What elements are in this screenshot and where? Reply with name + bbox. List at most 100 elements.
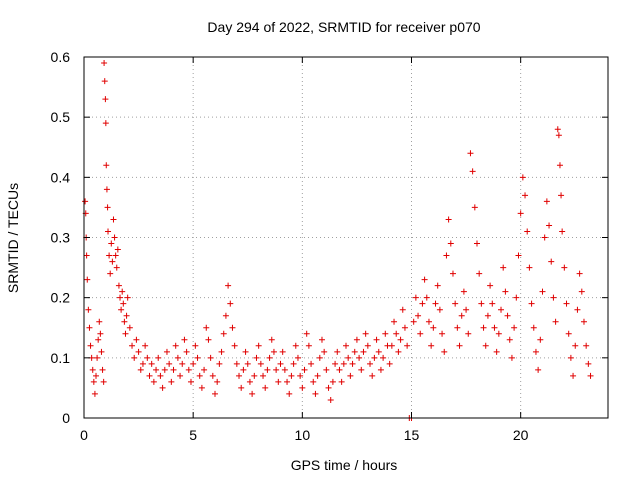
data-point — [395, 348, 402, 355]
data-point — [371, 354, 378, 361]
data-point — [471, 204, 478, 211]
data-point — [222, 312, 229, 319]
y-tick-label: 0.2 — [51, 290, 71, 306]
data-point — [555, 132, 562, 139]
data-point — [528, 300, 535, 307]
data-point — [93, 372, 100, 379]
data-point — [242, 348, 249, 355]
data-point — [260, 372, 267, 379]
data-point — [190, 360, 197, 367]
data-point — [439, 330, 446, 337]
data-point — [587, 372, 594, 379]
data-point — [495, 330, 502, 337]
data-point — [91, 390, 98, 397]
data-point — [238, 384, 245, 391]
data-point — [131, 354, 138, 361]
data-point — [498, 306, 505, 313]
data-point — [123, 312, 130, 319]
data-point — [201, 366, 208, 373]
data-point — [159, 384, 166, 391]
data-point — [257, 360, 264, 367]
data-point — [401, 324, 408, 331]
data-point — [240, 366, 247, 373]
data-point — [279, 348, 286, 355]
data-point — [391, 318, 398, 325]
x-tick-label: 0 — [80, 427, 88, 443]
data-point — [349, 360, 356, 367]
data-point — [356, 354, 363, 361]
data-point — [432, 300, 439, 307]
data-point — [85, 306, 92, 313]
data-point — [225, 282, 232, 289]
data-point — [491, 324, 498, 331]
data-point — [334, 348, 341, 355]
data-point — [102, 96, 109, 103]
data-point — [563, 300, 570, 307]
data-point — [454, 324, 461, 331]
data-point — [316, 354, 323, 361]
data-point — [556, 162, 563, 169]
data-point — [308, 360, 315, 367]
data-point — [360, 348, 367, 355]
data-point — [558, 192, 565, 199]
data-point — [436, 306, 443, 313]
data-point — [358, 366, 365, 373]
data-point — [114, 246, 121, 253]
data-point — [227, 300, 234, 307]
data-point — [580, 318, 587, 325]
data-point — [460, 288, 467, 295]
data-point — [122, 330, 129, 337]
data-point — [380, 354, 387, 361]
data-point — [543, 198, 550, 205]
data-point — [519, 174, 526, 181]
data-point — [373, 336, 380, 343]
data-point — [103, 186, 110, 193]
data-point — [179, 360, 186, 367]
data-point — [552, 318, 559, 325]
data-point — [218, 348, 225, 355]
data-point — [522, 192, 529, 199]
data-point — [102, 120, 109, 127]
data-point — [487, 282, 494, 289]
data-point — [546, 222, 553, 229]
y-tick-label: 0.5 — [51, 109, 71, 125]
data-point — [121, 318, 128, 325]
data-point — [415, 312, 422, 319]
data-point — [84, 276, 91, 283]
data-point — [532, 348, 539, 355]
y-tick-label: 0 — [62, 410, 70, 426]
data-point — [338, 378, 345, 385]
data-point — [393, 330, 400, 337]
data-point — [183, 348, 190, 355]
data-point — [318, 336, 325, 343]
data-point — [163, 348, 170, 355]
data-point — [146, 372, 153, 379]
data-point — [550, 294, 557, 301]
data-point — [417, 330, 424, 337]
data-point — [500, 264, 507, 271]
data-point — [434, 282, 441, 289]
data-point — [364, 342, 371, 349]
data-point — [508, 354, 515, 361]
data-point — [375, 348, 382, 355]
data-point — [329, 378, 336, 385]
data-point — [100, 378, 107, 385]
data-point — [94, 354, 101, 361]
y-axis-label: SRMTID / TECUs — [5, 183, 21, 293]
data-point — [150, 378, 157, 385]
data-point — [428, 342, 435, 349]
data-point — [97, 330, 104, 337]
data-point — [96, 318, 103, 325]
data-point — [172, 342, 179, 349]
data-point — [574, 306, 581, 313]
data-point — [174, 354, 181, 361]
data-point — [253, 354, 260, 361]
data-point — [570, 372, 577, 379]
data-point — [301, 366, 308, 373]
data-point — [535, 366, 542, 373]
data-point — [445, 216, 452, 223]
data-point — [410, 318, 417, 325]
data-point — [323, 366, 330, 373]
data-point — [292, 342, 299, 349]
